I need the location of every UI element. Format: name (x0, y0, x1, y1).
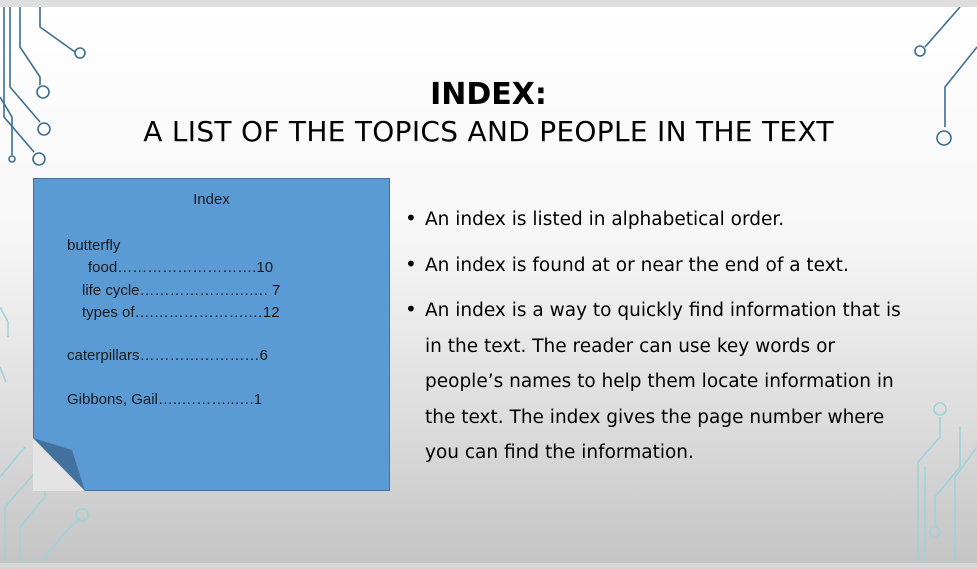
bullet-list: • An index is listed in alphabetical ord… (405, 202, 915, 471)
window-top-bar (0, 0, 977, 7)
bullet-item: • An index is found at or near the end o… (405, 248, 915, 284)
circuit-lines-bottom-right (917, 402, 977, 563)
index-entry-gibbons: Gibbons, Gail…..………..….1 (67, 391, 263, 408)
bullet-text: An index is a way to quickly find inform… (425, 300, 901, 463)
index-entry-food: food……………………….10 (88, 259, 274, 276)
window-bottom-bar (0, 563, 977, 569)
bullet-dot: • (405, 206, 417, 230)
index-sticky-note: Index butterfly food……………………….10 life cy… (33, 178, 390, 491)
index-entry-life-cycle: life cycle………………….…. 7 (82, 282, 281, 299)
index-entry-types-of: types of….……………….…12 (82, 304, 280, 321)
bullet-item: • An index is a way to quickly find info… (405, 293, 915, 471)
slide-subtitle: A LIST OF THE TOPICS AND PEOPLE IN THE T… (143, 115, 834, 148)
index-entry-caterpillars: caterpillars……………………6 (67, 347, 268, 364)
bullet-dot: • (405, 297, 417, 321)
bullet-item: • An index is listed in alphabetical ord… (405, 202, 915, 238)
circuit-decoration (0, 7, 977, 563)
bullet-dot: • (405, 251, 417, 276)
bullet-text: An index is listed in alphabetical order… (425, 209, 785, 230)
note-curled-corner (33, 438, 85, 491)
circuit-lines-top-right (914, 7, 977, 146)
circuit-lines-top-left (0, 7, 86, 166)
slide: INDEX: A LIST OF THE TOPICS AND PEOPLE I… (0, 7, 977, 563)
index-entry-butterfly: butterfly (67, 237, 121, 254)
index-note-heading: Index (193, 191, 230, 208)
bullet-text: An index is found at or near the end of … (425, 254, 849, 276)
slide-title: INDEX: (430, 77, 547, 112)
